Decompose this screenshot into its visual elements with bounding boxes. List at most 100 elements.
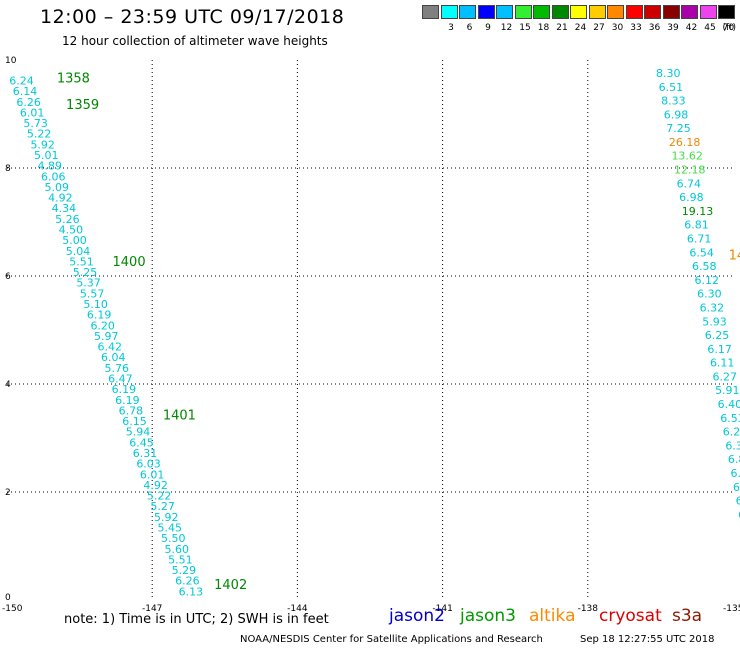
swh-value: 5.04: [66, 245, 91, 258]
legend-label: 42: [685, 23, 698, 33]
swh-value: 6.26: [16, 96, 41, 109]
legend-swatch: [459, 5, 476, 19]
time-label: 1359: [66, 98, 99, 113]
legend-swatch: [662, 5, 680, 19]
legend-label: 24: [574, 23, 587, 33]
time-label: 1401: [163, 408, 196, 423]
swh-value: 6.12: [695, 274, 720, 287]
swh-value: 5.97: [94, 330, 119, 343]
swh-value: 4.92: [143, 479, 168, 492]
swh-value: 6.39: [725, 439, 740, 452]
swh-value: 5.09: [45, 181, 70, 194]
swh-value: 8.33: [661, 95, 686, 108]
swh-value: 4.50: [59, 224, 84, 237]
swh-value: 6.01: [20, 106, 45, 119]
swh-value: 7.25: [666, 122, 691, 135]
legend-label: 6: [466, 23, 473, 33]
footer-timestamp: Sep 18 12:27:55 UTC 2018: [580, 634, 715, 645]
swh-value: 6.40: [718, 398, 740, 411]
swh-value: 4.92: [48, 192, 73, 205]
time-label: 1358: [57, 71, 90, 86]
swh-value: 6.24: [9, 75, 34, 88]
swh-value: 6.: [736, 495, 740, 508]
swh-value: 6.01: [140, 468, 165, 481]
map-subtitle: 12 hour collection of altimeter wave hei…: [62, 34, 328, 48]
legend-label: 3: [448, 23, 454, 33]
swh-value: 6.74: [677, 177, 702, 190]
swh-value: 5.29: [172, 564, 197, 577]
x-tick-label: -138: [578, 604, 599, 614]
swh-value: 6.47: [108, 373, 133, 386]
legend-swatch: [551, 5, 569, 19]
legend-swatch: [533, 5, 550, 19]
x-tick-label: -147: [142, 604, 162, 614]
swh-value: 6.42: [97, 341, 122, 354]
legend-label: 21: [556, 23, 568, 33]
swh-value: 6.19: [87, 309, 112, 322]
y-tick-label: 8: [5, 164, 11, 174]
legend-swatch: [588, 5, 606, 19]
sat-jason2: jason2: [389, 606, 445, 626]
swh-value: 6.27: [713, 370, 738, 383]
legend-unit: (ft): [722, 23, 737, 33]
sat-jason3: jason3: [460, 606, 516, 626]
legend-swatch: [699, 5, 717, 19]
swh-value: 6.32: [700, 301, 725, 314]
swh-value: 5.00: [62, 234, 87, 247]
swh-value: 6.20: [723, 426, 740, 439]
legend-label: 27: [593, 23, 605, 33]
swh-value: 6.78: [119, 404, 144, 417]
swh-value: 6.25: [705, 329, 730, 342]
legend-swatch: [514, 5, 532, 19]
legend-swatch: [681, 5, 698, 19]
swh-value: 5.22: [27, 128, 52, 141]
legend-label: 33: [630, 23, 642, 33]
legend-swatch: [422, 5, 439, 19]
time-label: 1400: [113, 255, 146, 270]
swh-value: 6.53: [720, 412, 740, 425]
swh-value: 6.31: [133, 447, 158, 460]
swh-value: 6.26: [175, 575, 200, 588]
swh-value: 5.92: [154, 511, 179, 524]
swh-value: 5.50: [161, 532, 186, 545]
y-tick-label: 2: [5, 488, 11, 498]
swh-value: 5.93: [702, 315, 727, 328]
swh-value: 6.06: [41, 170, 66, 183]
swh-value: 5.76: [105, 362, 130, 375]
y-tick-label: 10: [5, 56, 17, 66]
swh-value: 6.98: [679, 191, 704, 204]
legend-label: 12: [500, 23, 513, 33]
legend-label: 18: [537, 23, 550, 33]
swh-value: 5.45: [157, 522, 182, 535]
swh-value: 6.15: [122, 415, 147, 428]
swh-value: 6.80: [728, 453, 740, 466]
swh-value: 5.91: [715, 384, 740, 397]
note-text: note: 1) Time is in UTC; 2) SWH is in fe…: [64, 612, 329, 627]
legend-label: 15: [519, 23, 531, 33]
x-tick-label: -144: [287, 604, 308, 614]
swh-value: 19.13: [682, 205, 714, 218]
x-tick-label: -150: [2, 604, 23, 614]
swh-value: 5.25: [73, 266, 98, 279]
swh-value: 6.58: [692, 260, 717, 273]
swh-value: 5.27: [150, 500, 175, 513]
swh-value: 5.94: [126, 426, 151, 439]
sat-cryosat: cryosat: [599, 606, 662, 626]
swh-value: 4.34: [52, 202, 77, 215]
map-title: 12:00 – 23:59 UTC 09/17/2018: [40, 6, 345, 28]
x-tick-label: -141: [432, 604, 452, 614]
legend-swatch: [718, 5, 735, 19]
legend-label: 39: [667, 23, 679, 33]
legend-swatch: [440, 5, 458, 19]
legend-label: 45: [704, 23, 716, 33]
swh-value: 6.17: [730, 467, 740, 480]
footer-credit: NOAA/NESDIS Center for Satellite Applica…: [240, 634, 543, 645]
legend-swatch: [644, 5, 661, 19]
swh-value: 26.18: [669, 136, 701, 149]
legend-label: 70: [722, 23, 735, 33]
time-label: 145: [729, 248, 740, 263]
swh-value: 12.18: [674, 164, 706, 177]
swh-value: 5.22: [147, 490, 172, 503]
